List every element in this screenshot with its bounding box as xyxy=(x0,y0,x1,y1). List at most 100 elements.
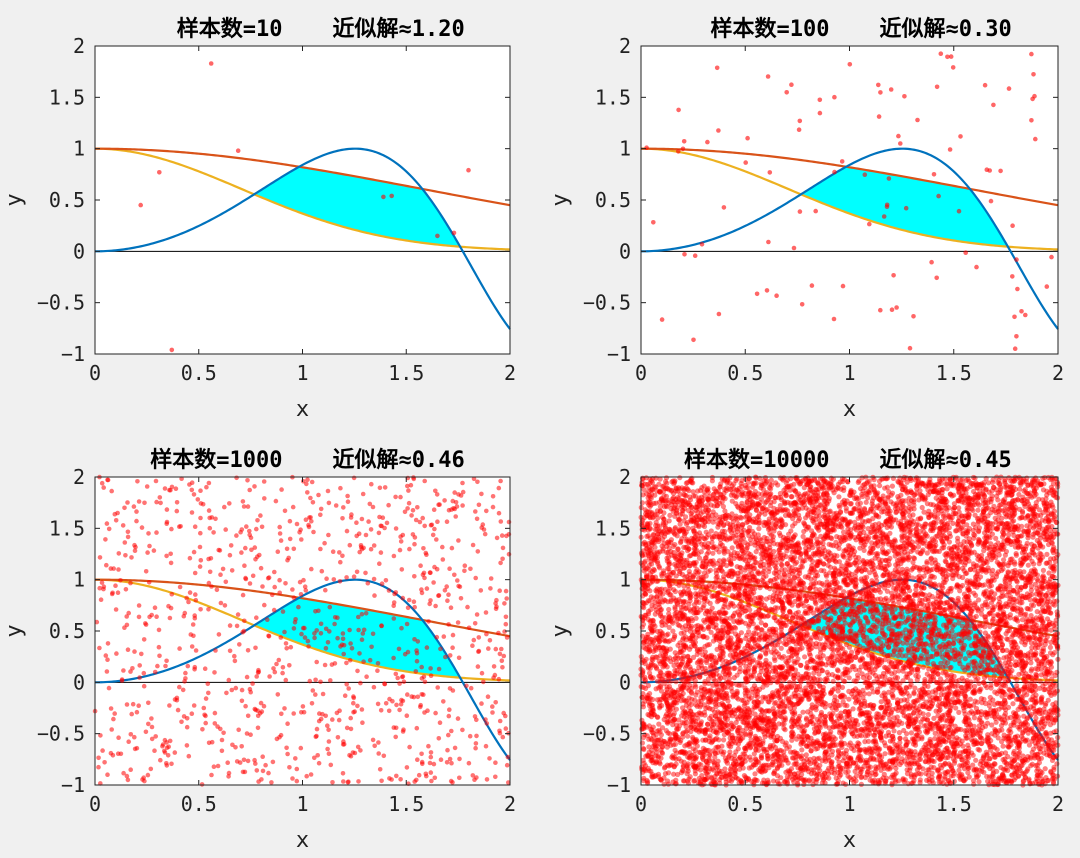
sample-point xyxy=(257,552,262,558)
sample-point xyxy=(274,661,279,667)
sample-point xyxy=(130,701,136,707)
sample-point xyxy=(479,670,485,676)
sample-point xyxy=(745,135,750,141)
sample-point xyxy=(179,719,184,725)
sample-point xyxy=(313,734,319,740)
upper-curve xyxy=(95,147,511,207)
sample-point xyxy=(130,666,135,671)
sample-point xyxy=(396,646,402,652)
sample-point xyxy=(367,657,373,663)
sample-point xyxy=(303,588,309,593)
sample-point xyxy=(276,657,282,663)
sample-point xyxy=(875,551,881,557)
sample-point xyxy=(375,661,381,666)
sample-point xyxy=(1029,118,1034,123)
sample-point xyxy=(497,718,503,724)
sample-point xyxy=(847,62,853,67)
sample-point xyxy=(153,734,158,739)
sample-point xyxy=(448,605,454,610)
sample-point xyxy=(813,208,818,214)
sample-point xyxy=(504,596,510,601)
sample-point xyxy=(101,586,106,592)
sample-point xyxy=(1033,136,1038,142)
y-tick-label: 2 xyxy=(619,34,631,58)
sample-point xyxy=(1049,254,1054,260)
sample-point xyxy=(94,619,100,625)
sample-point xyxy=(167,703,172,708)
sample-point xyxy=(141,670,147,676)
sample-point xyxy=(947,147,953,152)
sample-point xyxy=(338,485,343,491)
sample-point xyxy=(202,666,208,671)
sample-point xyxy=(392,591,397,597)
sample-point xyxy=(886,176,892,181)
sample-point xyxy=(402,509,408,515)
sample-point xyxy=(958,134,963,139)
sample-point xyxy=(887,738,894,744)
sample-point xyxy=(434,537,439,542)
sample-point xyxy=(203,713,208,719)
sample-point xyxy=(378,708,384,713)
sample-point xyxy=(192,613,197,618)
y-tick-label: 2 xyxy=(73,465,85,489)
sample-point xyxy=(245,713,251,719)
sample-point xyxy=(98,733,103,738)
sample-point xyxy=(998,168,1003,174)
sample-point xyxy=(113,607,119,612)
sample-point xyxy=(453,514,459,519)
sample-point xyxy=(174,508,180,514)
sample-point xyxy=(189,711,195,716)
sample-point xyxy=(206,480,212,486)
sample-point xyxy=(476,635,482,640)
sample-point xyxy=(244,674,250,680)
sample-point xyxy=(254,674,259,679)
sample-point xyxy=(128,580,133,586)
sample-point xyxy=(982,82,988,88)
sample-point xyxy=(938,51,944,56)
sample-point xyxy=(436,593,441,598)
sample-point xyxy=(503,621,509,627)
sample-point xyxy=(301,577,306,583)
sample-point xyxy=(213,648,218,653)
sample-point xyxy=(300,704,306,709)
sample-point xyxy=(306,524,312,530)
sample-point xyxy=(976,747,983,753)
sample-point xyxy=(387,696,392,702)
sample-point xyxy=(406,597,412,603)
sample-point xyxy=(493,760,498,765)
sample-point xyxy=(217,548,223,553)
sample-point xyxy=(797,209,803,214)
sample-point xyxy=(446,732,451,738)
sample-point xyxy=(224,690,229,696)
sample-point xyxy=(121,770,126,776)
sample-point xyxy=(327,604,333,610)
sample-point xyxy=(193,592,198,597)
sample-point xyxy=(401,727,406,732)
sample-point xyxy=(419,676,425,681)
sample-point xyxy=(212,710,218,716)
sample-point xyxy=(367,501,373,507)
sample-point xyxy=(99,480,105,486)
sample-point xyxy=(956,208,962,214)
sample-point xyxy=(714,65,720,71)
sample-point xyxy=(391,600,397,605)
sample-point xyxy=(445,747,450,753)
sample-point xyxy=(475,664,481,669)
x-tick-label: 0 xyxy=(635,361,647,385)
sample-point xyxy=(241,504,247,509)
sample-point xyxy=(376,530,382,536)
sample-point xyxy=(109,488,114,494)
sample-point xyxy=(432,526,437,532)
sample-point xyxy=(175,707,181,713)
sample-point xyxy=(192,570,198,576)
sample-point xyxy=(213,516,218,522)
sample-point xyxy=(341,742,347,747)
sample-point xyxy=(401,679,407,684)
sample-point xyxy=(318,679,323,685)
sample-point xyxy=(133,544,138,550)
sample-point xyxy=(456,538,461,543)
sample-point xyxy=(247,528,252,534)
sample-point xyxy=(994,655,1000,661)
sample-point xyxy=(179,476,184,482)
sample-point xyxy=(432,775,438,781)
